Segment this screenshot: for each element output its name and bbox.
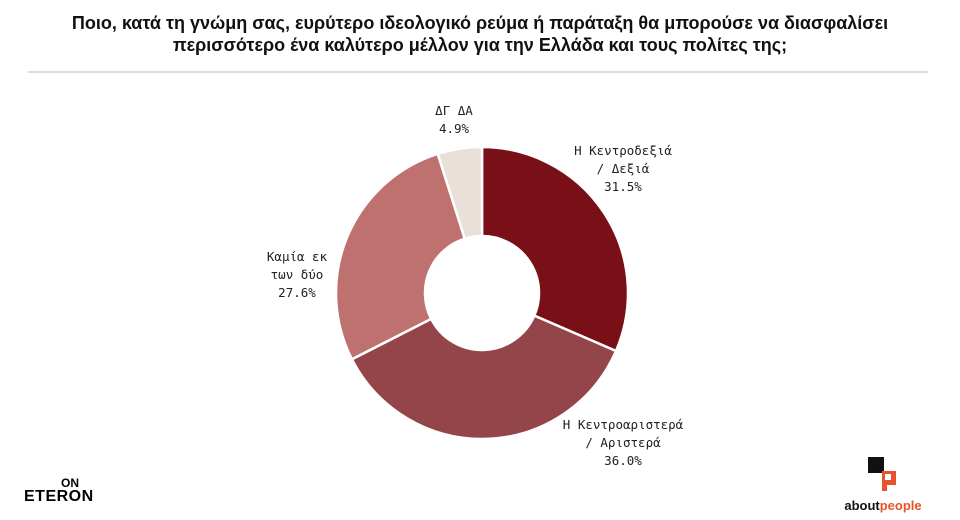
aboutpeople-logo: aboutpeople bbox=[828, 455, 938, 513]
slice-value-3: 27.6% bbox=[278, 285, 316, 300]
slice-name-1: Η Κεντροδεξιά bbox=[574, 143, 672, 158]
donut-slice-2 bbox=[350, 313, 618, 441]
aboutpeople-logo-about: about bbox=[844, 498, 880, 513]
slice-name-2: / Αριστερά bbox=[585, 435, 661, 450]
aboutpeople-logo-icon bbox=[868, 457, 896, 491]
chart-title-line-2: περισσότερο ένα καλύτερο μέλλον για την … bbox=[172, 35, 788, 55]
slice-name-3: Καμία εκ bbox=[267, 249, 328, 264]
aboutpeople-logo-text: aboutpeople bbox=[828, 498, 938, 513]
slice-label-4: ΔΓ ΔΑ 4.9% bbox=[435, 103, 473, 136]
title-divider bbox=[28, 71, 928, 73]
eteron-logo-on: ON bbox=[61, 476, 79, 490]
slice-name-2: Η Κεντροαριστερά bbox=[563, 417, 684, 432]
slice-value-4: 4.9% bbox=[439, 121, 470, 136]
chart-title: Ποιο, κατά τη γνώμη σας, ευρύτερο ιδεολο… bbox=[0, 12, 960, 56]
slice-name-3: των δύο bbox=[271, 267, 324, 282]
slice-label-3: Καμία εκ των δύο 27.6% bbox=[267, 249, 328, 300]
slice-value-1: 31.5% bbox=[604, 179, 642, 194]
eteron-logo: ON ETERON bbox=[24, 477, 94, 505]
donut-slice-1 bbox=[480, 145, 630, 353]
slice-name-1: / Δεξιά bbox=[597, 161, 650, 176]
slice-name-4: ΔΓ ΔΑ bbox=[435, 103, 473, 118]
eteron-logo-text: ETERON bbox=[24, 488, 94, 505]
chart-title-line-1: Ποιο, κατά τη γνώμη σας, ευρύτερο ιδεολο… bbox=[71, 13, 889, 33]
slice-label-1: Η Κεντροδεξιά / Δεξιά 31.5% bbox=[574, 143, 672, 194]
slice-label-2: Η Κεντροαριστερά / Αριστερά 36.0% bbox=[563, 417, 684, 468]
donut-slice-4 bbox=[436, 145, 484, 241]
aboutpeople-logo-people: people bbox=[879, 498, 922, 513]
donut-slice-3 bbox=[334, 152, 467, 361]
slice-value-2: 36.0% bbox=[604, 453, 642, 468]
